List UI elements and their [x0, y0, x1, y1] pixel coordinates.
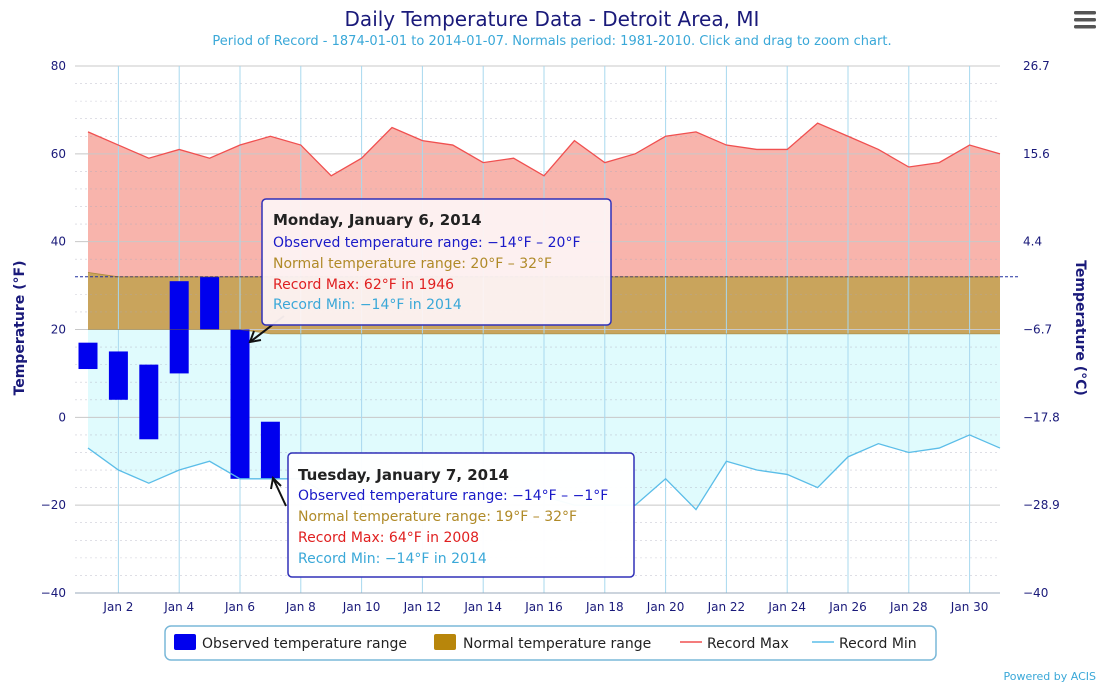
observed-bar-jan4 — [169, 281, 189, 374]
y-tick-label-left: 60 — [51, 147, 66, 161]
tooltip-jan7-normal: Normal temperature range: 19°F – 32°F — [298, 509, 577, 525]
credit-link[interactable]: Powered by ACIS — [1004, 670, 1097, 683]
y-tick-label-left: 20 — [51, 323, 66, 337]
x-tick-label: Jan 26 — [828, 600, 867, 614]
x-tick-label: Jan 12 — [403, 600, 442, 614]
x-tick-label: Jan 16 — [524, 600, 563, 614]
tooltip-jan7: Tuesday, January 7, 2014 Observed temper… — [287, 452, 635, 578]
chart-legend: Observed temperature range Normal temper… — [164, 625, 937, 661]
tooltip-arrow-jan7 — [270, 475, 287, 507]
y-tick-label-right: 15.6 — [1023, 147, 1050, 161]
chart-subtitle: Period of Record - 1874-01-01 to 2014-01… — [212, 34, 891, 49]
tooltip-jan6-record-min: Record Min: −14°F in 2014 — [273, 297, 462, 313]
legend-item-observed[interactable]: Observed temperature range — [174, 634, 407, 652]
observed-bar-jan2 — [108, 351, 128, 400]
y-tick-label-left: 0 — [58, 410, 66, 424]
tooltip-jan7-record-min: Record Min: −14°F in 2014 — [298, 551, 487, 567]
x-tick-label: Jan 30 — [950, 600, 989, 614]
x-tick-label: Jan 6 — [224, 600, 255, 614]
x-tick-label: Jan 18 — [585, 600, 624, 614]
x-tick-label: Jan 10 — [342, 600, 381, 614]
observed-bar-jan6 — [230, 329, 250, 479]
legend-item-normal[interactable]: Normal temperature range — [434, 634, 651, 652]
normal-min-line — [88, 329, 1000, 335]
tooltip-jan6-observed: Observed temperature range: −14°F – 20°F — [273, 235, 581, 251]
x-tick-label: Jan 24 — [767, 600, 806, 614]
x-tick-label: Jan 2 — [102, 600, 133, 614]
y-axis-title-left: Temperature (°F) — [12, 261, 28, 396]
y-axis-title-right: Temperature (°C) — [1072, 260, 1088, 396]
legend-item-record-max[interactable]: Record Max — [680, 636, 789, 652]
tooltip-jan7-record-max: Record Max: 64°F in 2008 — [298, 530, 479, 546]
y-tick-label-left: −40 — [41, 586, 66, 600]
x-tick-label: Jan 20 — [646, 600, 685, 614]
y-tick-label-left: −20 — [41, 498, 66, 512]
x-tick-label: Jan 22 — [707, 600, 746, 614]
record-max-line — [87, 122, 1001, 177]
y-tick-label-left: 80 — [51, 59, 66, 73]
x-tick-label: Jan 8 — [285, 600, 316, 614]
hamburger-menu-icon[interactable] — [1074, 11, 1096, 29]
svg-text:Observed temperature range: Observed temperature range — [202, 636, 407, 652]
observed-bar-jan3 — [139, 364, 159, 440]
y-tick-label-right: 26.7 — [1023, 59, 1050, 73]
svg-text:Normal temperature range: Normal temperature range — [463, 636, 651, 652]
observed-bar-jan7 — [260, 421, 280, 479]
y-tick-label-right: −17.8 — [1023, 410, 1060, 424]
observed-bar-jan5 — [200, 276, 220, 330]
y-tick-label-left: 40 — [51, 235, 66, 249]
x-tick-label: Jan 4 — [163, 600, 194, 614]
tooltip-jan6-record-max: Record Max: 62°F in 1946 — [273, 277, 454, 293]
tooltip-jan6: Monday, January 6, 2014 Observed tempera… — [261, 198, 612, 326]
legend-item-record-min[interactable]: Record Min — [812, 636, 917, 652]
y-tick-label-right: −40 — [1023, 586, 1048, 600]
svg-text:Record Min: Record Min — [839, 636, 917, 652]
svg-text:Record Max: Record Max — [707, 636, 789, 652]
x-tick-label: Jan 14 — [463, 600, 502, 614]
y-tick-label-right: −28.9 — [1023, 498, 1060, 512]
tooltip-jan7-observed: Observed temperature range: −14°F – −1°F — [298, 488, 608, 504]
tooltip-jan6-title: Monday, January 6, 2014 — [273, 211, 482, 229]
y-tick-label-right: 4.4 — [1023, 235, 1042, 249]
tooltip-jan7-title: Tuesday, January 7, 2014 — [298, 466, 509, 484]
observed-bar-jan1 — [78, 342, 98, 370]
y-tick-label-right: −6.7 — [1023, 323, 1052, 337]
x-tick-label: Jan 28 — [889, 600, 928, 614]
tooltip-jan6-normal: Normal temperature range: 20°F – 32°F — [273, 256, 552, 272]
chart-title: Daily Temperature Data - Detroit Area, M… — [345, 7, 760, 31]
